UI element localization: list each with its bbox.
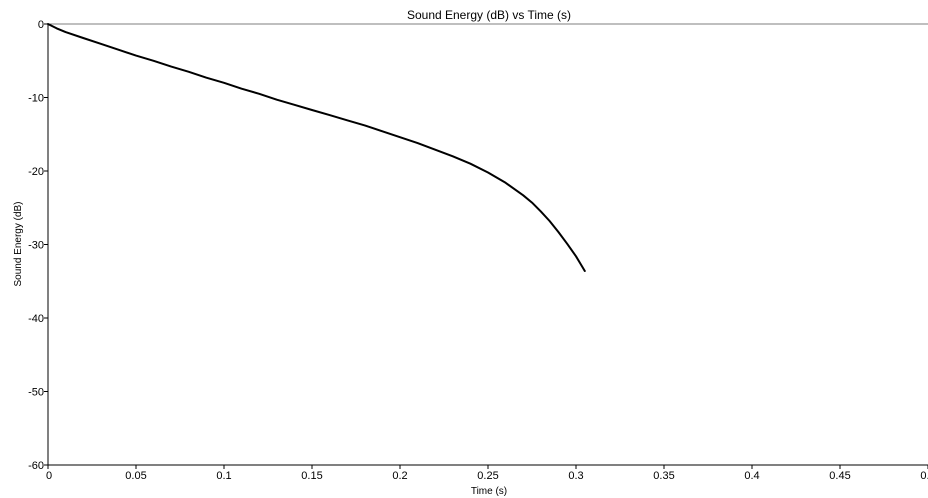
y-axis-ticks: 0 -10 -20 -30 -40 -50 -60 (28, 19, 48, 472)
x-tick-label: 0.45 (829, 470, 850, 482)
y-tick-label: 0 (38, 19, 44, 31)
y-tick-label: -50 (28, 387, 44, 399)
x-tick-label: 0.4 (744, 470, 759, 482)
y-tick-label: -40 (28, 313, 44, 325)
x-axis-label: Time (s) (471, 486, 507, 497)
x-tick-label: 0.2 (392, 470, 407, 482)
plot-frame (47, 23, 928, 466)
x-tick-label: 0.05 (125, 470, 146, 482)
x-tick-label: 0.25 (477, 470, 498, 482)
x-tick-label: 0 (46, 470, 52, 482)
series-layer (47, 23, 586, 272)
y-tick-label: -20 (28, 166, 44, 178)
y-tick-label: -30 (28, 240, 44, 252)
x-tick-label: 0.1 (216, 470, 231, 482)
y-axis-label: Sound Energy (dB) (13, 201, 24, 286)
x-tick-label: 0.15 (301, 470, 322, 482)
chart-title: Sound Energy (dB) vs Time (s) (407, 8, 571, 22)
y-tick-label: -60 (28, 460, 44, 472)
y-tick-label: -10 (28, 93, 44, 105)
series-line-0 (47, 23, 586, 272)
x-tick-label: 0.5 (920, 470, 928, 482)
x-tick-label: 0.3 (568, 470, 583, 482)
x-tick-label: 0.35 (653, 470, 674, 482)
x-axis-ticks: 0 0.05 0.1 0.15 0.2 0.25 0.3 0.35 0.4 0.45 0.5 (46, 465, 928, 482)
